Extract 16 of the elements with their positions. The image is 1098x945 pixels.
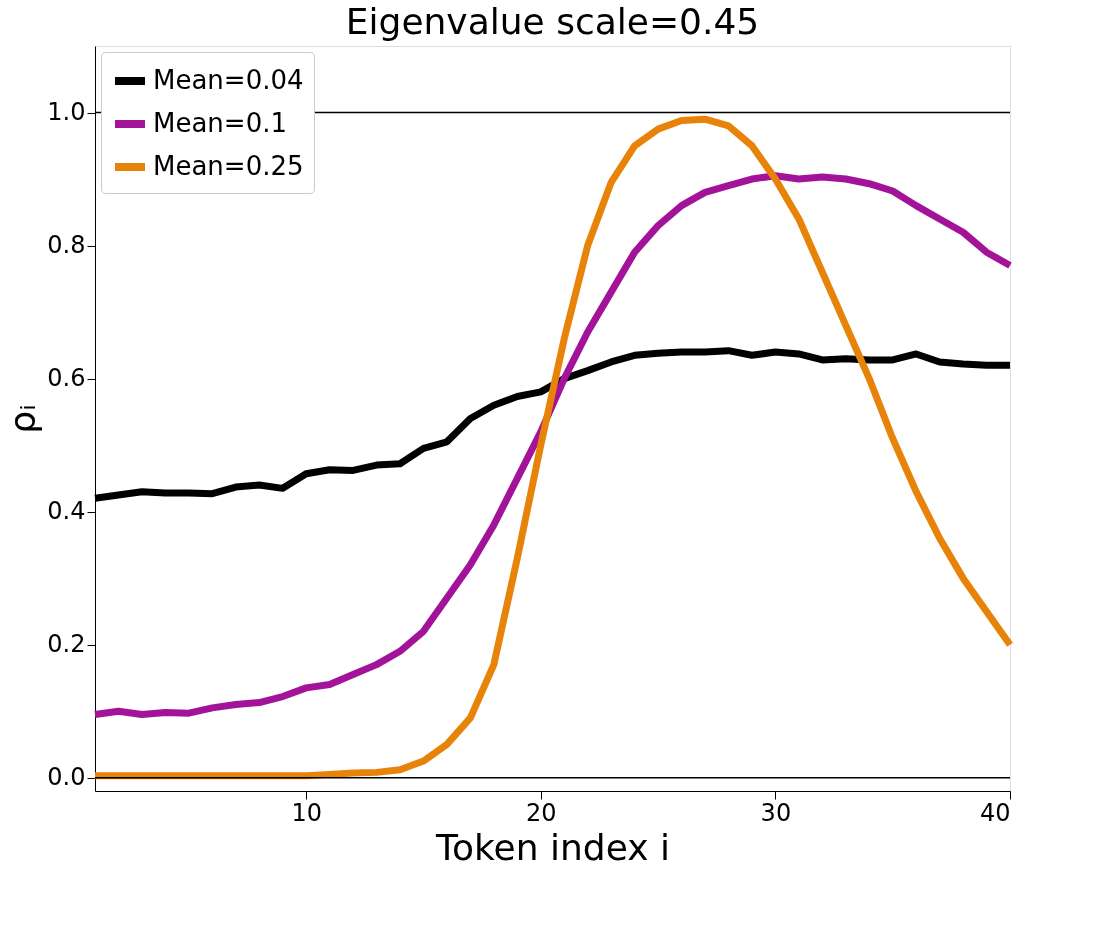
y-tick-label: 0.6	[47, 364, 86, 393]
y-tick-label: 0.0	[47, 763, 86, 792]
x-axis-title: Token index i	[435, 826, 670, 868]
y-tick-label: 1.0	[47, 98, 86, 127]
y-tick-label: 0.2	[47, 630, 86, 659]
legend-label: Mean=0.04	[153, 65, 304, 95]
y-tick-label: 0.8	[47, 231, 86, 260]
x-tick-label: 40	[979, 798, 1011, 827]
x-tick-label: 30	[760, 798, 792, 827]
x-tick-label: 10	[291, 798, 322, 827]
y-axis-title: ρᵢ	[2, 404, 44, 434]
legend-label: Mean=0.25	[153, 151, 304, 181]
x-tick-label: 20	[526, 798, 557, 827]
chart-title: Eigenvalue scale=0.45	[345, 1, 760, 42]
legend-label: Mean=0.1	[153, 108, 287, 138]
y-tick-label: 0.4	[47, 497, 86, 526]
